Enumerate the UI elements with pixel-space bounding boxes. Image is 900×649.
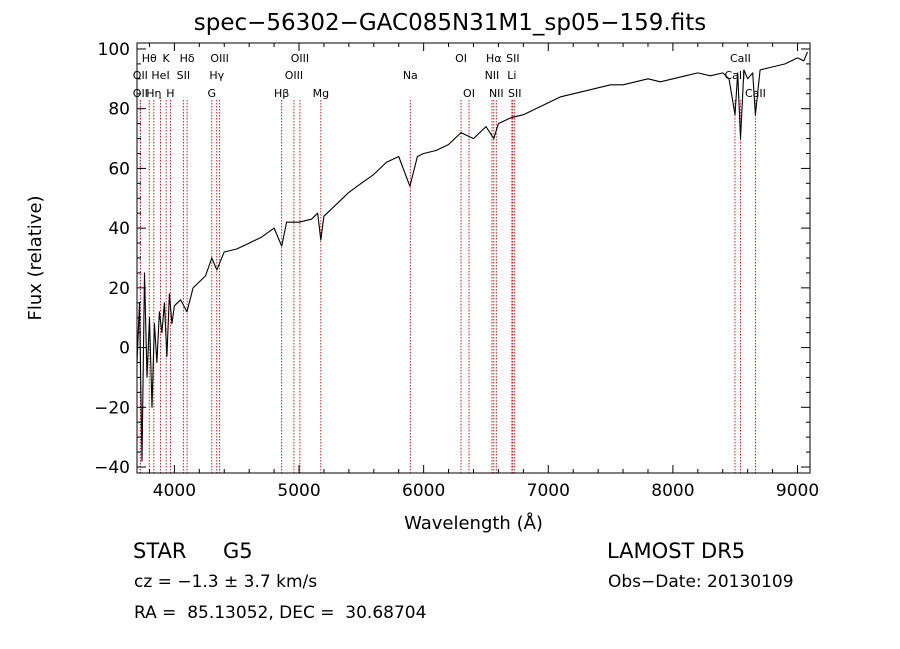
plot-frame (136, 42, 811, 474)
y-tick-label: −20 (94, 398, 130, 418)
spectrum-line (136, 51, 809, 462)
x-tick-label: 8000 (651, 481, 694, 501)
line-label: H (166, 87, 174, 100)
line-label: Hγ (209, 69, 224, 82)
x-tick-label: 7000 (527, 481, 570, 501)
object-class: STAR (133, 539, 187, 563)
y-tick-label: 100 (98, 40, 130, 60)
line-label: Na (403, 69, 418, 82)
x-tick-label: 5000 (277, 481, 320, 501)
line-label: HeI (151, 69, 169, 82)
line-label: Li (507, 69, 516, 82)
line-label: CaII (745, 87, 766, 100)
line-label: Hδ (180, 52, 195, 65)
line-label: SII (508, 87, 521, 100)
line-label: SII (177, 69, 190, 82)
line-label: OII (133, 69, 148, 82)
x-tick-label: 4000 (153, 481, 196, 501)
x-axis-label: Wavelength (Å) (404, 512, 543, 534)
line-label: G (208, 87, 217, 100)
line-label: Mg (313, 87, 329, 100)
line-label: NII (485, 69, 500, 82)
y-tick-label: 20 (108, 279, 130, 299)
y-tick-label: 0 (119, 339, 130, 359)
line-label: OIII (285, 69, 303, 82)
line-label: OI (463, 87, 475, 100)
line-label: CaII (725, 69, 746, 82)
redshift-text: cz = −1.3 ± 3.7 km/s (134, 572, 318, 592)
line-label: SII (506, 52, 519, 65)
line-label: Hη (146, 87, 161, 100)
line-label: OIII (291, 52, 309, 65)
y-tick-label: 40 (108, 219, 130, 239)
line-label: Hβ (274, 87, 289, 100)
line-label: OIII (210, 52, 228, 65)
x-tick-label: 6000 (402, 481, 445, 501)
line-label: Hθ (142, 52, 157, 65)
x-tick-label: 9000 (776, 481, 819, 501)
line-label: K (163, 52, 171, 65)
chart-title: spec−56302−GAC085N31M1_sp05−159.fits (193, 10, 707, 36)
obs-date: Obs−Date: 20130109 (608, 572, 794, 592)
line-label: Hα (486, 52, 502, 65)
line-label: CaII (730, 52, 751, 65)
line-label: NII (489, 87, 504, 100)
coordinates: RA = 85.13052, DEC = 30.68704 (134, 603, 427, 623)
y-tick-label: −40 (94, 458, 130, 478)
y-tick-label: 80 (108, 100, 130, 120)
y-tick-label: 60 (108, 159, 130, 179)
y-axis-label: Flux (relative) (25, 195, 46, 320)
data-release: LAMOST DR5 (607, 539, 746, 563)
object-subclass: G5 (223, 539, 253, 563)
line-label: OI (455, 52, 467, 65)
